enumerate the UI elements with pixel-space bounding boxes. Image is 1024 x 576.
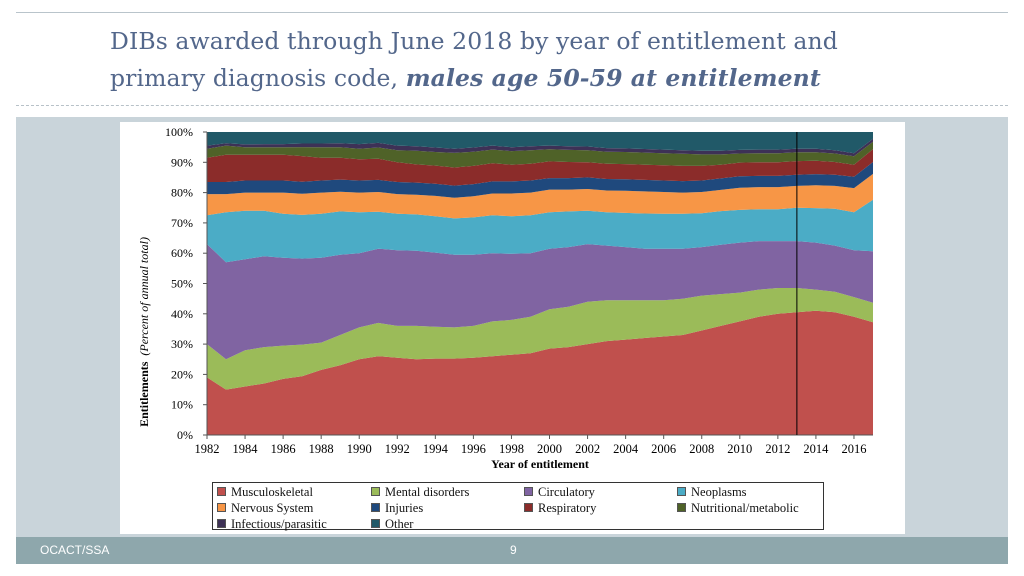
legend-swatch <box>524 503 533 512</box>
y-axis-label-bold: Entitlements <box>137 361 151 427</box>
legend-label: Injuries <box>385 501 424 515</box>
area-circulatory <box>207 241 873 360</box>
y-tick-label: 10% <box>171 398 193 412</box>
legend-label: Nutritional/metabolic <box>691 501 799 515</box>
area-infectious-parasitic <box>207 138 873 157</box>
stacked-area-chart: 0% 10% 20% 30% 40% 50% 60% 70% 80% 90% 100% 1982 198… <box>137 125 873 471</box>
legend-swatch <box>524 487 533 496</box>
y-tick-label: 100% <box>165 125 193 139</box>
area-nutritional-metabolic <box>207 141 873 168</box>
x-tick-label: 2016 <box>841 442 866 456</box>
y-axis-label: Entitlements (Percent of annual total) <box>137 237 151 427</box>
legend-item: Infectious/parasitic <box>217 517 327 533</box>
title-line2-emphasis: males age 50-59 at entitlement <box>405 64 821 92</box>
title-area: DIBs awarded through June 2018 by year o… <box>16 12 1008 106</box>
area-mental-disorders <box>207 288 873 390</box>
area-other <box>207 132 873 154</box>
legend-swatch <box>217 487 226 496</box>
x-tick-label: 1990 <box>347 442 372 456</box>
area-respiratory <box>207 149 873 186</box>
page-number: 9 <box>510 543 517 557</box>
legend-item: Respiratory <box>524 501 596 517</box>
title-divider <box>16 105 1008 106</box>
legend-item: Musculoskeletal <box>217 485 313 501</box>
x-tick-label: 2000 <box>537 442 562 456</box>
x-tick-label: 2014 <box>803 442 829 456</box>
legend-item: Nutritional/metabolic <box>677 501 799 517</box>
chart-container: 0% 10% 20% 30% 40% 50% 60% 70% 80% 90% 100% 1982 198… <box>120 122 905 534</box>
y-tick-label: 40% <box>171 307 193 321</box>
x-tick-label: 1982 <box>195 442 220 456</box>
title-line1: DIBs awarded through June 2018 by year o… <box>110 27 838 55</box>
legend-swatch <box>217 519 226 528</box>
y-tick-label: 50% <box>171 277 193 291</box>
y-tick-label: 30% <box>171 337 193 351</box>
x-axis-label: Year of entitlement <box>491 457 589 471</box>
area-musculoskeletal <box>207 310 873 435</box>
x-tick-label: 1994 <box>423 442 449 456</box>
legend-swatch <box>677 503 686 512</box>
footer-org: OCACT/SSA <box>40 543 110 557</box>
legend-label: Nervous System <box>231 501 314 515</box>
y-tick-label: 90% <box>171 155 193 169</box>
title-line2-plain: primary diagnosis code, <box>110 64 399 92</box>
x-tick-label: 1996 <box>461 442 486 456</box>
y-tick-label: 60% <box>171 246 193 260</box>
x-tick-label: 2002 <box>575 442 600 456</box>
x-tick-label: 2012 <box>765 442 790 456</box>
area-neoplasms <box>207 199 873 263</box>
y-tick-label: 20% <box>171 367 193 381</box>
legend-item: Neoplasms <box>677 485 747 501</box>
area-nervous-system <box>207 173 873 219</box>
legend-label: Neoplasms <box>691 485 747 499</box>
legend-swatch <box>677 487 686 496</box>
x-tick-label: 1986 <box>271 442 296 456</box>
x-tick-label: 1984 <box>233 442 259 456</box>
legend: Musculoskeletal Mental disorders Circulato… <box>212 482 824 533</box>
area-injuries <box>207 162 873 198</box>
legend-item: Circulatory <box>524 485 595 501</box>
legend-item: Other <box>371 517 413 533</box>
legend-label: Musculoskeletal <box>231 485 313 499</box>
legend-swatch <box>217 503 226 512</box>
x-tick-label: 1992 <box>385 442 410 456</box>
x-tick-label: 1998 <box>499 442 524 456</box>
legend-swatch <box>371 503 380 512</box>
x-tick-label: 2010 <box>727 442 752 456</box>
legend-item: Injuries <box>371 501 423 517</box>
series-areas <box>207 132 873 435</box>
legend-label: Circulatory <box>538 485 595 499</box>
legend-swatch <box>371 519 380 528</box>
slide-title: DIBs awarded through June 2018 by year o… <box>110 23 990 97</box>
tick-labels: 0% 10% 20% 30% 40% 50% 60% 70% 80% 90% 100% 1982 198… <box>165 125 866 456</box>
legend-label: Other <box>385 517 414 531</box>
x-tick-label: 2006 <box>651 442 676 456</box>
legend-item: Mental disorders <box>371 485 469 501</box>
legend-label: Respiratory <box>538 501 597 515</box>
x-tick-label: 2008 <box>689 442 714 456</box>
legend-item: Nervous System <box>217 501 313 517</box>
y-tick-label: 80% <box>171 186 193 200</box>
y-axis-label-italic: (Percent of annual total) <box>137 237 151 356</box>
x-tick-label: 2004 <box>613 442 639 456</box>
legend-label: Infectious/parasitic <box>231 517 327 531</box>
footer-bar: OCACT/SSA 9 <box>16 537 1008 564</box>
legend-label: Mental disorders <box>385 485 470 499</box>
x-tick-label: 1988 <box>309 442 334 456</box>
y-tick-label: 0% <box>177 428 193 442</box>
legend-swatch <box>371 487 380 496</box>
y-tick-label: 70% <box>171 216 193 230</box>
